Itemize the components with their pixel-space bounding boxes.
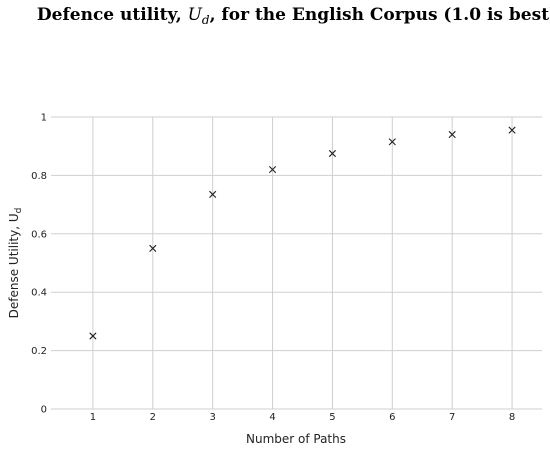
x-tick-label-3: 4 (269, 412, 275, 423)
chart-title-math: U (188, 5, 203, 25)
y-tick-label-2: 0.4 (31, 288, 47, 299)
data-point-1 (149, 244, 157, 252)
x-tick-label-5: 6 (389, 412, 395, 423)
y-tick-label-1: 0.2 (31, 346, 47, 357)
y-tick-label-0: 0 (41, 405, 47, 416)
x-tick-label-6: 7 (449, 412, 455, 423)
tick-labels: 0 0.2 0.4 0.6 0.8 1 1 2 3 4 5 6 7 8 (31, 113, 515, 424)
data-points (89, 126, 516, 340)
x-tick-label-1: 2 (150, 412, 156, 423)
data-point-3 (268, 165, 277, 174)
data-point-2 (209, 190, 217, 198)
grid (51, 116, 542, 410)
x-tick-label-4: 5 (329, 412, 335, 423)
y-axis-label: Defense Utility, Ud (7, 208, 24, 319)
data-point-6 (448, 130, 456, 139)
chart-title: Defence utility, Ud, for the English Cor… (37, 5, 550, 27)
data-point-0 (89, 332, 97, 340)
data-point-7 (508, 126, 516, 134)
chart-title-math-sub: d (202, 13, 210, 27)
y-tick-label-5: 1 (41, 113, 47, 124)
y-tick-label-4: 0.8 (31, 171, 47, 182)
y-axis-label-main: Defense Utility, U (7, 213, 21, 318)
x-tick-label-0: 1 (90, 412, 96, 423)
chart-title-prefix: Defence utility, (37, 5, 188, 25)
y-axis-label-sub: d (14, 208, 24, 214)
x-axis-label: Number of Paths (246, 432, 346, 446)
x-tick-label-2: 3 (209, 412, 215, 423)
chart-title-suffix: , for the English Corpus (1.0 is best) (210, 5, 550, 25)
y-tick-label-3: 0.6 (31, 229, 47, 240)
data-point-4 (328, 149, 337, 158)
data-point-5 (388, 138, 396, 146)
x-tick-label-7: 8 (509, 412, 515, 423)
